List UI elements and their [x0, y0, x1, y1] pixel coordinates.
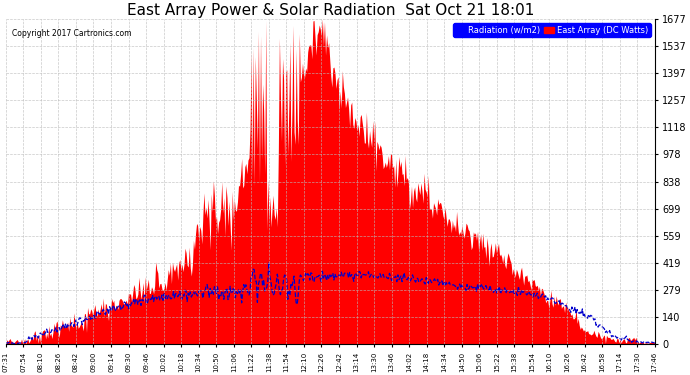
Title: East Array Power & Solar Radiation  Sat Oct 21 18:01: East Array Power & Solar Radiation Sat O…: [126, 3, 534, 18]
Legend: Radiation (w/m2), East Array (DC Watts): Radiation (w/m2), East Array (DC Watts): [453, 23, 651, 37]
Text: Copyright 2017 Cartronics.com: Copyright 2017 Cartronics.com: [12, 29, 132, 38]
